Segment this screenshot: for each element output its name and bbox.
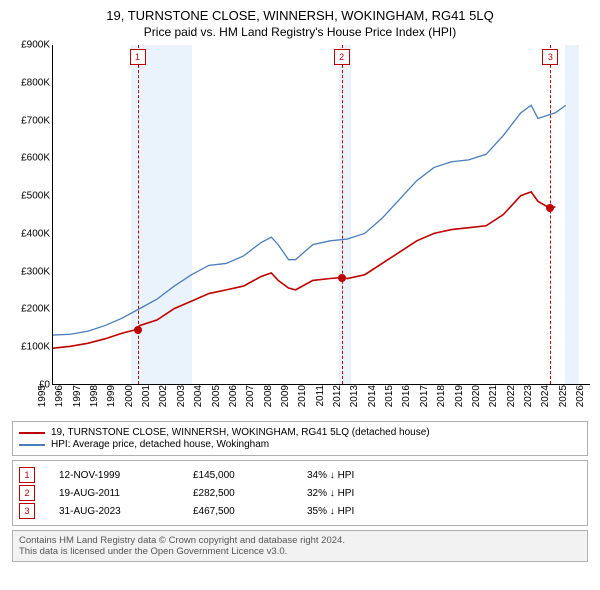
footer-line-2: This data is licensed under the Open Gov… (19, 546, 581, 557)
events-row-badge: 2 (19, 485, 35, 501)
series-svg (53, 45, 590, 384)
y-axis-labels: £0£100K£200K£300K£400K£500K£600K£700K£80… (6, 45, 52, 385)
legend-swatch (19, 432, 45, 434)
footer-attribution: Contains HM Land Registry data © Crown c… (12, 530, 588, 562)
chart-subtitle: Price paid vs. HM Land Registry's House … (6, 25, 594, 39)
events-row-date: 31-AUG-2023 (59, 506, 169, 517)
events-row: 1 12-NOV-1999 £145,000 34% ↓ HPI (19, 467, 581, 483)
events-row-pct: 35% ↓ HPI (307, 506, 354, 517)
series-property (53, 192, 555, 348)
footer-line-1: Contains HM Land Registry data © Crown c… (19, 535, 581, 546)
events-row-date: 12-NOV-1999 (59, 470, 169, 481)
events-row-price: £282,500 (193, 488, 283, 499)
events-row-badge: 3 (19, 503, 35, 519)
chart-area: £0£100K£200K£300K£400K£500K£600K£700K£80… (6, 45, 594, 415)
x-axis-labels: 1995199619971998199920002001200220032004… (52, 385, 590, 415)
y-tick-label: £100K (21, 342, 50, 353)
x-tick-label: 2026 (575, 385, 600, 407)
events-row-badge: 1 (19, 467, 35, 483)
page: 19, TURNSTONE CLOSE, WINNERSH, WOKINGHAM… (0, 0, 600, 568)
events-row-pct: 32% ↓ HPI (307, 488, 354, 499)
legend-swatch (19, 444, 45, 446)
events-row: 3 31-AUG-2023 £467,500 35% ↓ HPI (19, 503, 581, 519)
legend-item: 19, TURNSTONE CLOSE, WINNERSH, WOKINGHAM… (19, 427, 581, 438)
events-row: 2 19-AUG-2011 £282,500 32% ↓ HPI (19, 485, 581, 501)
legend-label: HPI: Average price, detached house, Woki… (51, 439, 269, 450)
events-row-price: £145,000 (193, 470, 283, 481)
events-row-price: £467,500 (193, 506, 283, 517)
y-tick-label: £900K (21, 40, 50, 51)
events-row-pct: 34% ↓ HPI (307, 470, 354, 481)
legend-item: HPI: Average price, detached house, Woki… (19, 439, 581, 450)
events-row-date: 19-AUG-2011 (59, 488, 169, 499)
series-hpi (53, 105, 566, 335)
plot-area: 123 (52, 45, 590, 385)
y-tick-label: £300K (21, 266, 50, 277)
legend: 19, TURNSTONE CLOSE, WINNERSH, WOKINGHAM… (12, 421, 588, 456)
y-tick-label: £800K (21, 77, 50, 88)
events-table: 1 12-NOV-1999 £145,000 34% ↓ HPI 2 19-AUG-201… (12, 460, 588, 526)
y-tick-label: £200K (21, 304, 50, 315)
y-tick-label: £700K (21, 115, 50, 126)
y-tick-label: £600K (21, 153, 50, 164)
chart-title: 19, TURNSTONE CLOSE, WINNERSH, WOKINGHAM… (6, 8, 594, 23)
legend-label: 19, TURNSTONE CLOSE, WINNERSH, WOKINGHAM… (51, 427, 430, 438)
y-tick-label: £500K (21, 191, 50, 202)
y-tick-label: £400K (21, 228, 50, 239)
